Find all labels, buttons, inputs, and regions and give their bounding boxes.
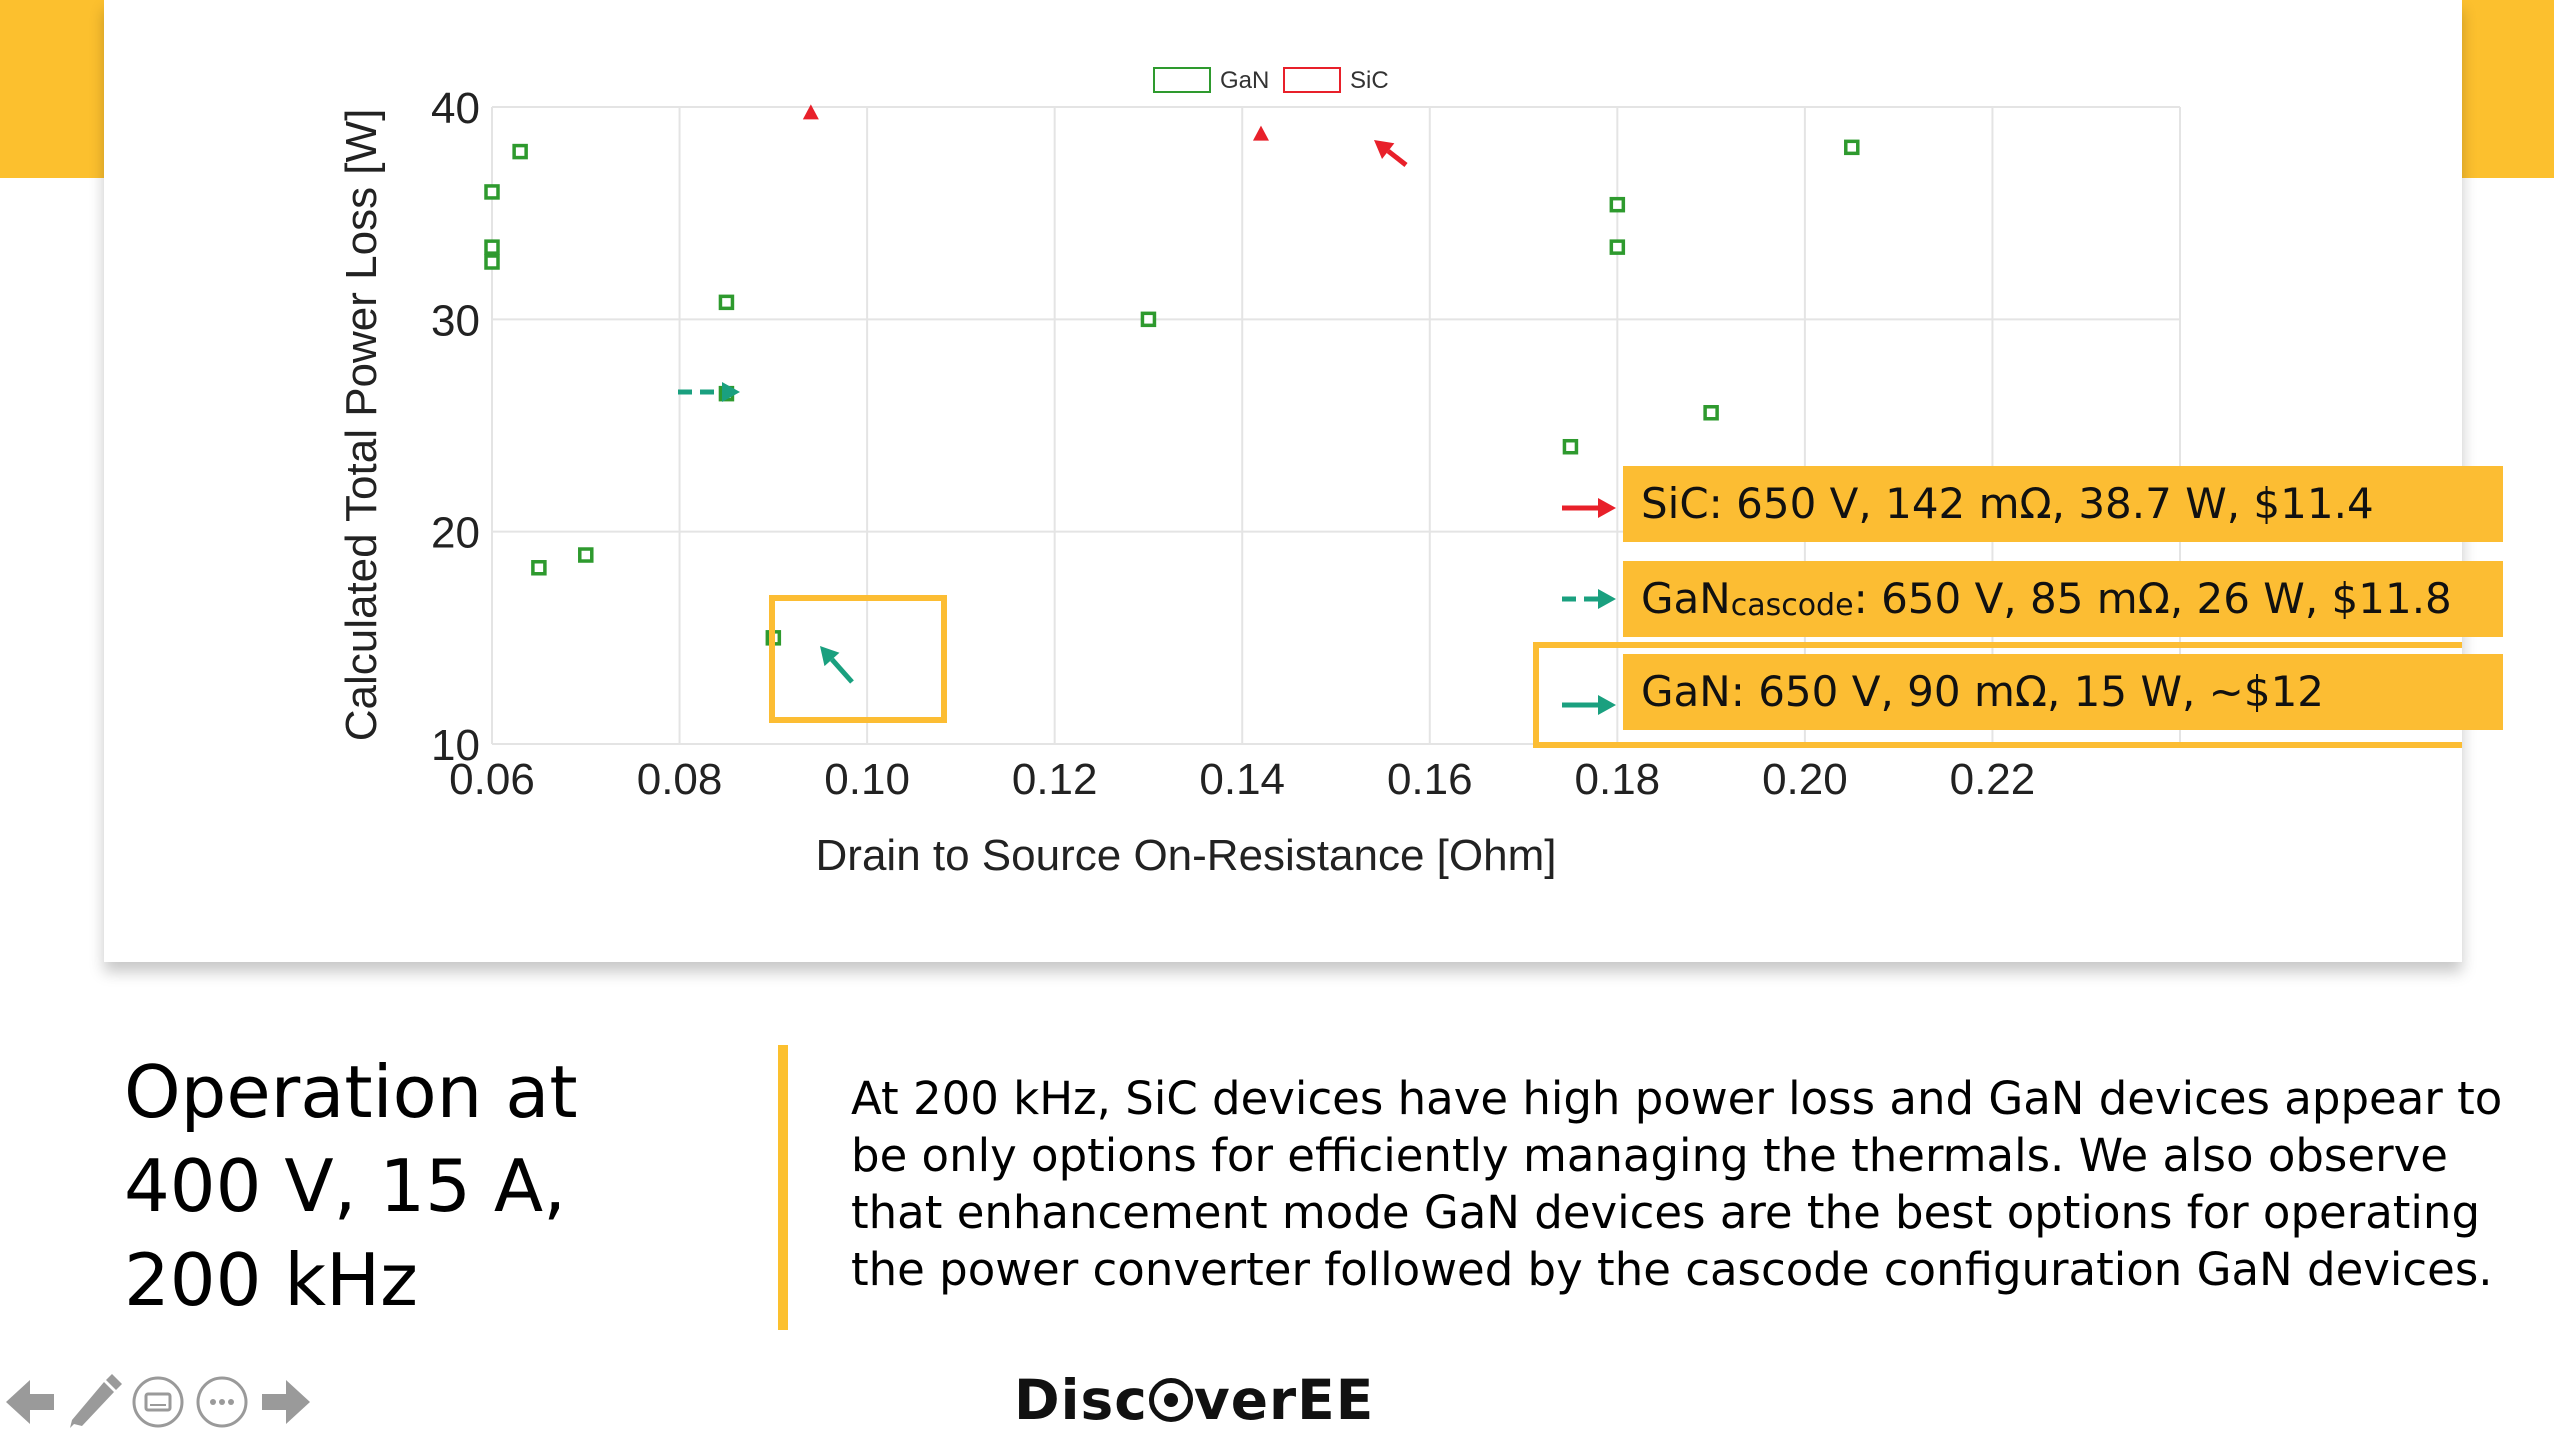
cascode-callout-arrow-head: [1598, 589, 1616, 609]
legend: GaN SiC: [1153, 67, 1389, 94]
title-line: 400 V, 15 A,: [124, 1144, 566, 1228]
callout-sic-text: SiC: 650 V, 142 mΩ, 38.7 W, $11.4: [1641, 479, 2374, 528]
title-line: Operation at: [124, 1050, 578, 1134]
body-line: the power converter followed by the casc…: [851, 1243, 2493, 1296]
pen-icon[interactable]: [64, 1370, 124, 1430]
cascode-point-arrow-head: [722, 382, 740, 402]
gan-point: [512, 143, 528, 160]
gan-point-arrow-head: [820, 646, 840, 667]
annotations: [678, 140, 2462, 748]
legend-swatch-gan: [1153, 67, 1211, 93]
callout-sic: SiC: 650 V, 142 mΩ, 38.7 W, $11.4: [1623, 466, 2503, 542]
arrow-left-icon[interactable]: [0, 1370, 60, 1430]
grid: [491, 106, 2181, 745]
x-tick-label: 0.18: [1575, 755, 1661, 804]
body-line: be only options for efficiently managing…: [851, 1129, 2448, 1182]
x-tick-label: 0.14: [1199, 755, 1285, 804]
callout-cascode-main: GaN: [1641, 574, 1731, 623]
sic-callout-arrow-head: [1598, 498, 1616, 518]
highlight-box-gan-callout: [1533, 642, 2462, 748]
x-tick-label: 0.10: [824, 755, 910, 804]
logo-target-icon: [1148, 1378, 1193, 1422]
gan-point: [484, 239, 500, 255]
sic-point-arrow-head: [1374, 140, 1395, 159]
subtitles-icon[interactable]: [128, 1370, 188, 1430]
gan-point: [718, 294, 735, 311]
callout-gan: GaN: 650 V, 90 mΩ, 15 W, ~$12: [1623, 654, 2503, 730]
gan-point: [1140, 311, 1157, 328]
arrow-right-icon[interactable]: [256, 1370, 316, 1430]
y-tick-label: 30: [431, 296, 480, 345]
gan-point-arrow-shaft: [830, 657, 854, 684]
gan-point: [1609, 239, 1626, 255]
title-divider: [778, 1045, 788, 1330]
gan-point: [1703, 405, 1719, 421]
x-tick-label: 0.12: [1012, 755, 1098, 804]
gan-point: [1609, 196, 1626, 213]
title-line: 200 kHz: [124, 1238, 418, 1322]
gan-callout-arrow-head: [1598, 695, 1616, 715]
logo-prefix: Disc: [1014, 1368, 1148, 1432]
scatter-chart: 0.06 0.08 0.10 0.12 0.14 0.16 0.18 0.20 0.22 10 20…: [337, 67, 2462, 880]
x-axis-label: Drain to Source On-Resistance [Ohm]: [816, 831, 1557, 880]
legend-label-sic: SiC: [1350, 67, 1389, 94]
more-icon[interactable]: [192, 1370, 252, 1430]
x-tick-label: 0.22: [1950, 755, 2036, 804]
sic-point-arrow-shaft: [1386, 149, 1408, 167]
gan-point: [531, 560, 547, 576]
x-tick-label: 0.08: [637, 755, 723, 804]
x-tick-label: 0.20: [1762, 755, 1848, 804]
y-tick-label: 20: [431, 509, 480, 558]
sic-point: [1252, 125, 1269, 141]
accent-bar-right: [2462, 0, 2554, 178]
discoveree-logo: Disc verEE: [1014, 1368, 1374, 1432]
callout-cascode-rest: : 650 V, 85 mΩ, 26 W, $11.8: [1853, 574, 2452, 623]
callout-cascode-sub: cascode: [1730, 588, 1854, 623]
gan-point: [578, 547, 594, 563]
gan-point: [484, 184, 500, 200]
gan-point: [1844, 139, 1860, 156]
accent-bar-left: [0, 0, 104, 178]
slide-body: At 200 kHz, SiC devices have high power …: [851, 1070, 2503, 1298]
y-tick-label: 10: [431, 721, 480, 770]
gan-point: [484, 254, 500, 270]
x-tick-label: 0.06: [449, 755, 535, 804]
callout-gan-cascode: GaNcascode: 650 V, 85 mΩ, 26 W, $11.8: [1623, 561, 2503, 637]
y-tick-label: 40: [431, 84, 480, 133]
sic-point: [802, 104, 819, 120]
legend-swatch-sic: [1283, 67, 1341, 93]
legend-label-gan: GaN: [1220, 67, 1269, 94]
data-points: [484, 104, 1860, 646]
callout-gan-text: GaN: 650 V, 90 mΩ, 15 W, ~$12: [1641, 667, 2325, 716]
y-axis-label: Calculated Total Power Loss [W]: [337, 109, 386, 742]
gan-point: [1562, 438, 1579, 455]
highlight-box-gan-point: [769, 595, 947, 723]
body-line: that enhancement mode GaN devices are th…: [851, 1186, 2481, 1239]
logo-suffix: verEE: [1193, 1368, 1375, 1432]
chart-card: 0.06 0.08 0.10 0.12 0.14 0.16 0.18 0.20 0.22 10 20…: [104, 0, 2503, 962]
x-tick-label: 0.16: [1387, 755, 1473, 804]
body-line: At 200 kHz, SiC devices have high power …: [851, 1072, 2503, 1125]
slide-title: Operation at 400 V, 15 A, 200 kHz: [124, 1045, 578, 1327]
axes: 0.06 0.08 0.10 0.12 0.14 0.16 0.18 0.20 0.22 10 20…: [337, 84, 2035, 880]
